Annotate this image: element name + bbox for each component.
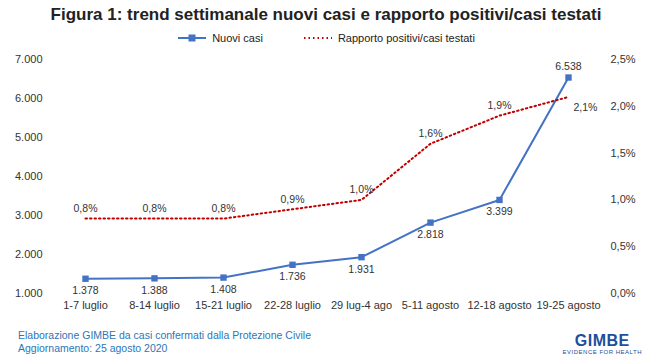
- svg-text:1.736: 1.736: [279, 270, 305, 282]
- svg-text:1-7 luglio: 1-7 luglio: [63, 299, 108, 311]
- svg-text:3.000: 3.000: [15, 209, 43, 221]
- svg-text:6.538: 6.538: [555, 60, 581, 72]
- svg-text:1.388: 1.388: [141, 284, 167, 296]
- svg-text:1.000: 1.000: [15, 287, 43, 299]
- svg-text:1,5%: 1,5%: [611, 147, 636, 159]
- html-text:EVIDENCE FOR HEALTH: EVIDENCE FOR HEALTH: [562, 349, 642, 355]
- svg-text:8-14 luglio: 8-14 luglio: [129, 299, 180, 311]
- html-text:Aggiornamento: 25 agosto 2020: Aggiornamento: 25 agosto 2020: [18, 342, 168, 354]
- svg-text:2,1%: 2,1%: [574, 101, 598, 113]
- svg-text:5-11 agosto: 5-11 agosto: [402, 299, 459, 311]
- html-text:GIMBE: GIMBE: [574, 332, 630, 349]
- svg-text:0,5%: 0,5%: [611, 240, 636, 252]
- svg-text:1,0%: 1,0%: [350, 183, 374, 195]
- svg-text:1,9%: 1,9%: [488, 99, 512, 111]
- svg-text:0,8%: 0,8%: [143, 202, 167, 214]
- svg-text:1,0%: 1,0%: [611, 193, 636, 205]
- svg-text:3.399: 3.399: [486, 205, 512, 217]
- html-text:Rapporto positivi/casi testati: Rapporto positivi/casi testati: [337, 32, 475, 44]
- svg-text:4.000: 4.000: [15, 170, 43, 182]
- svg-text:15-21 luglio: 15-21 luglio: [195, 299, 252, 311]
- svg-text:0,8%: 0,8%: [74, 202, 98, 214]
- svg-text:0,9%: 0,9%: [281, 193, 305, 205]
- html-text:Figura 1: trend settimanale nu: Figura 1: trend settimanale nuovi casi e…: [50, 5, 602, 24]
- svg-text:1,6%: 1,6%: [419, 127, 443, 139]
- svg-text:6.000: 6.000: [15, 92, 43, 104]
- svg-text:2,5%: 2,5%: [611, 53, 636, 65]
- svg-text:29 lug-4 ago: 29 lug-4 ago: [331, 299, 392, 311]
- svg-text:2.818: 2.818: [417, 228, 443, 240]
- svg-text:7.000: 7.000: [15, 53, 43, 65]
- svg-text:22-28 luglio: 22-28 luglio: [264, 299, 321, 311]
- svg-text:0,8%: 0,8%: [212, 202, 236, 214]
- svg-text:1.378: 1.378: [72, 284, 98, 296]
- svg-text:2.000: 2.000: [15, 248, 43, 260]
- svg-text:0,0%: 0,0%: [611, 287, 636, 299]
- html-text:Elaborazione GIMBE da casi con: Elaborazione GIMBE da casi confermati da…: [18, 329, 311, 341]
- svg-text:5.000: 5.000: [15, 131, 43, 143]
- svg-text:1.408: 1.408: [210, 283, 236, 295]
- html-text:Nuovi casi: Nuovi casi: [212, 32, 263, 44]
- svg-text:2,0%: 2,0%: [611, 100, 636, 112]
- svg-text:12-18 agosto: 12-18 agosto: [467, 299, 531, 311]
- svg-text:19-25 agosto: 19-25 agosto: [536, 299, 600, 311]
- svg-text:1.931: 1.931: [348, 263, 374, 275]
